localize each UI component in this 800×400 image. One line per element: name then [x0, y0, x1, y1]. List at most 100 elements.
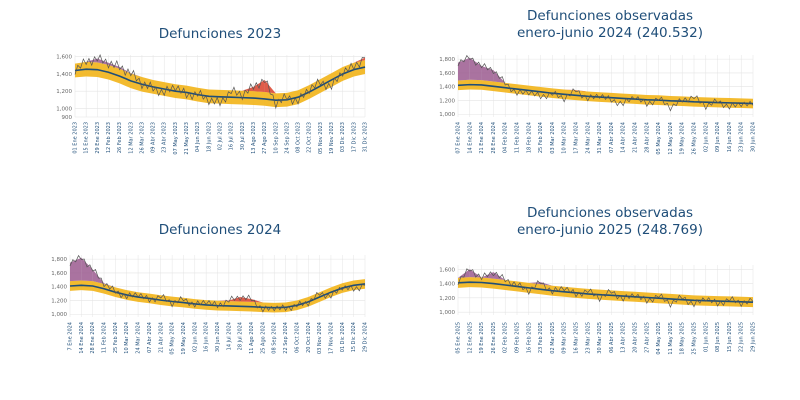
y-tick-label: 1,800 — [439, 57, 455, 63]
prediction-band — [75, 60, 365, 108]
x-tick-label: 31 Mar 2024 — [597, 122, 603, 154]
x-tick-label: 26 May 2024 — [692, 122, 698, 155]
y-tick-label: 900 — [62, 115, 73, 121]
x-tick-label: 11 Ago 2024 — [249, 322, 255, 354]
prediction-band — [458, 277, 753, 308]
y-tick-label: 1,400 — [56, 72, 72, 78]
excess-area — [264, 79, 276, 94]
x-tick-label: 18 Feb 2024 — [526, 122, 532, 153]
expected-line — [457, 83, 754, 105]
y-tick-label: 1,400 — [439, 282, 455, 288]
y-tick-label: 1,600 — [56, 55, 72, 61]
chart-title-line-1: Defunciones observadas — [526, 8, 694, 24]
x-tick-label: 27 Abr 2025 — [644, 322, 650, 353]
x-tick-label: 20 Abr 2025 — [633, 322, 639, 353]
x-tick-label: 19 Ene 2025 — [479, 322, 485, 354]
x-tick-label: 30 Jul 2023 — [240, 122, 246, 150]
x-tick-label: 07 Abr 2024 — [609, 122, 615, 153]
x-tick-label: 18 May 2025 — [680, 322, 686, 355]
excess-area — [81, 257, 93, 282]
x-tick-label: 16 Jun 2024 — [727, 122, 733, 152]
panel-defunciones-2024: Defunciones 2024 — [60, 220, 380, 395]
x-tick-label: 03 Nov 2024 — [317, 322, 323, 354]
x-tick-label: 30 Jun 2024 — [215, 322, 221, 352]
excess-area — [458, 57, 470, 81]
x-tick-label: 09 Abr 2023 — [151, 122, 157, 153]
x-tick-label: 12 May 2024 — [668, 122, 674, 155]
excess-area — [119, 67, 131, 74]
x-tick-label: 29 Dic 2024 — [363, 322, 369, 352]
y-tick-label: 1,600 — [51, 271, 67, 277]
excess-area — [86, 58, 98, 63]
x-tick-label: 10 Mar 2024 — [124, 322, 130, 354]
x-tick-label: 21 Abr 2024 — [158, 322, 164, 353]
x-tick-label: 21 Abr 2024 — [633, 122, 639, 153]
x-tick-label: 21 Ene 2024 — [479, 122, 485, 154]
x-tick-label: 12 Feb 2023 — [106, 122, 112, 153]
x-tick-label: 14 Ene 2024 — [467, 122, 473, 154]
y-tick-label: 1,400 — [439, 85, 455, 91]
x-tick-label: 02 Jul 2023 — [218, 122, 224, 150]
x-tick-label: 25 Ago 2024 — [260, 322, 266, 354]
excess-area — [469, 57, 482, 81]
chart-title-line-1: Defunciones observadas — [526, 205, 694, 221]
x-tick-label: 02 Jun 2024 — [703, 122, 709, 152]
x-tick-label: 13 Abr 2025 — [621, 322, 627, 353]
x-tick-label: 28 Ene 2024 — [491, 122, 497, 154]
x-tick-label: 14 Ene 2024 — [79, 322, 85, 354]
x-tick-label: 17 Mar 2024 — [574, 122, 580, 154]
x-tick-label: 24 Mar 2024 — [585, 122, 591, 154]
y-tick-label: 1,800 — [51, 257, 67, 263]
x-tick-label: 25 May 2025 — [692, 322, 698, 355]
excess-area — [576, 90, 588, 92]
y-tick-label: 1,200 — [439, 296, 455, 302]
y-tick-label: 1,400 — [51, 285, 67, 291]
x-tick-label: 02 Feb 2025 — [503, 322, 509, 353]
x-tick-label: 05 May 2024 — [656, 122, 662, 155]
x-tick-label: 24 Sep 2023 — [284, 122, 290, 154]
x-tick-label: 03 Dic 2023 — [340, 122, 346, 152]
x-tick-label: 05 Nov 2023 — [318, 122, 324, 154]
panel-observadas-2025: Defunciones observadas enero-junio 2025 … — [440, 205, 780, 380]
x-tick-label: 27 Ago 2023 — [262, 122, 268, 154]
x-tick-label: 26 Feb 2023 — [117, 122, 123, 153]
excess-area — [70, 257, 82, 282]
excess-area — [493, 272, 506, 280]
x-tick-label: 03 Mar 2024 — [550, 122, 556, 154]
x-tick-label: 16 Feb 2025 — [526, 322, 532, 353]
x-tick-label: 28 Ene 2024 — [90, 322, 96, 354]
excess-area — [242, 86, 254, 92]
x-tick-label: 07 Ene 2024 — [456, 122, 462, 154]
x-tick-label: 28 Abr 2024 — [644, 122, 650, 153]
x-tick-label: 09 Jun 2024 — [715, 122, 721, 152]
x-tick-label: 15 Jun 2025 — [727, 322, 733, 352]
excess-area — [458, 269, 470, 278]
expected-line — [457, 281, 754, 303]
x-tick-label: 15 Dic 2024 — [351, 322, 357, 352]
x-tick-label: 08 Oct 2023 — [296, 122, 302, 153]
observed-line — [74, 54, 366, 110]
x-tick-label: 29 Ene 2023 — [95, 122, 101, 154]
x-tick-label: 7 Ene 2024 — [68, 322, 74, 351]
x-tick-label: 29 Jun 2025 — [751, 322, 757, 352]
x-tick-label: 25 Feb 2024 — [538, 122, 544, 153]
chart-title: Defunciones 2023 — [158, 26, 282, 42]
excess-area — [528, 282, 541, 285]
x-tick-label: 16 Jul 2023 — [229, 122, 235, 150]
excess-area — [130, 73, 142, 77]
y-tick-label: 1,600 — [439, 267, 455, 273]
x-tick-label: 11 Feb 2024 — [102, 322, 108, 353]
prediction-band — [70, 279, 365, 313]
x-tick-label: 12 Ene 2025 — [467, 322, 473, 354]
x-tick-label: 04 Feb 2024 — [503, 122, 509, 153]
x-tick-label: 07 May 2023 — [173, 122, 179, 155]
x-tick-label: 22 Oct 2023 — [307, 122, 313, 153]
x-tick-label: 26 Mar 2023 — [139, 122, 145, 154]
x-tick-label: 01 Dic 2024 — [340, 322, 346, 352]
expected-line — [74, 66, 366, 102]
x-tick-label: 22 Sep 2024 — [283, 322, 289, 354]
x-tick-label: 08 Jun 2025 — [715, 322, 721, 352]
excess-area — [108, 62, 120, 69]
x-tick-label: 14 Jul 2024 — [226, 322, 232, 350]
plot-br: 1,000 1,200 1,400 1,600 05 Ene 2025 12 Ene 20… — [439, 265, 757, 355]
